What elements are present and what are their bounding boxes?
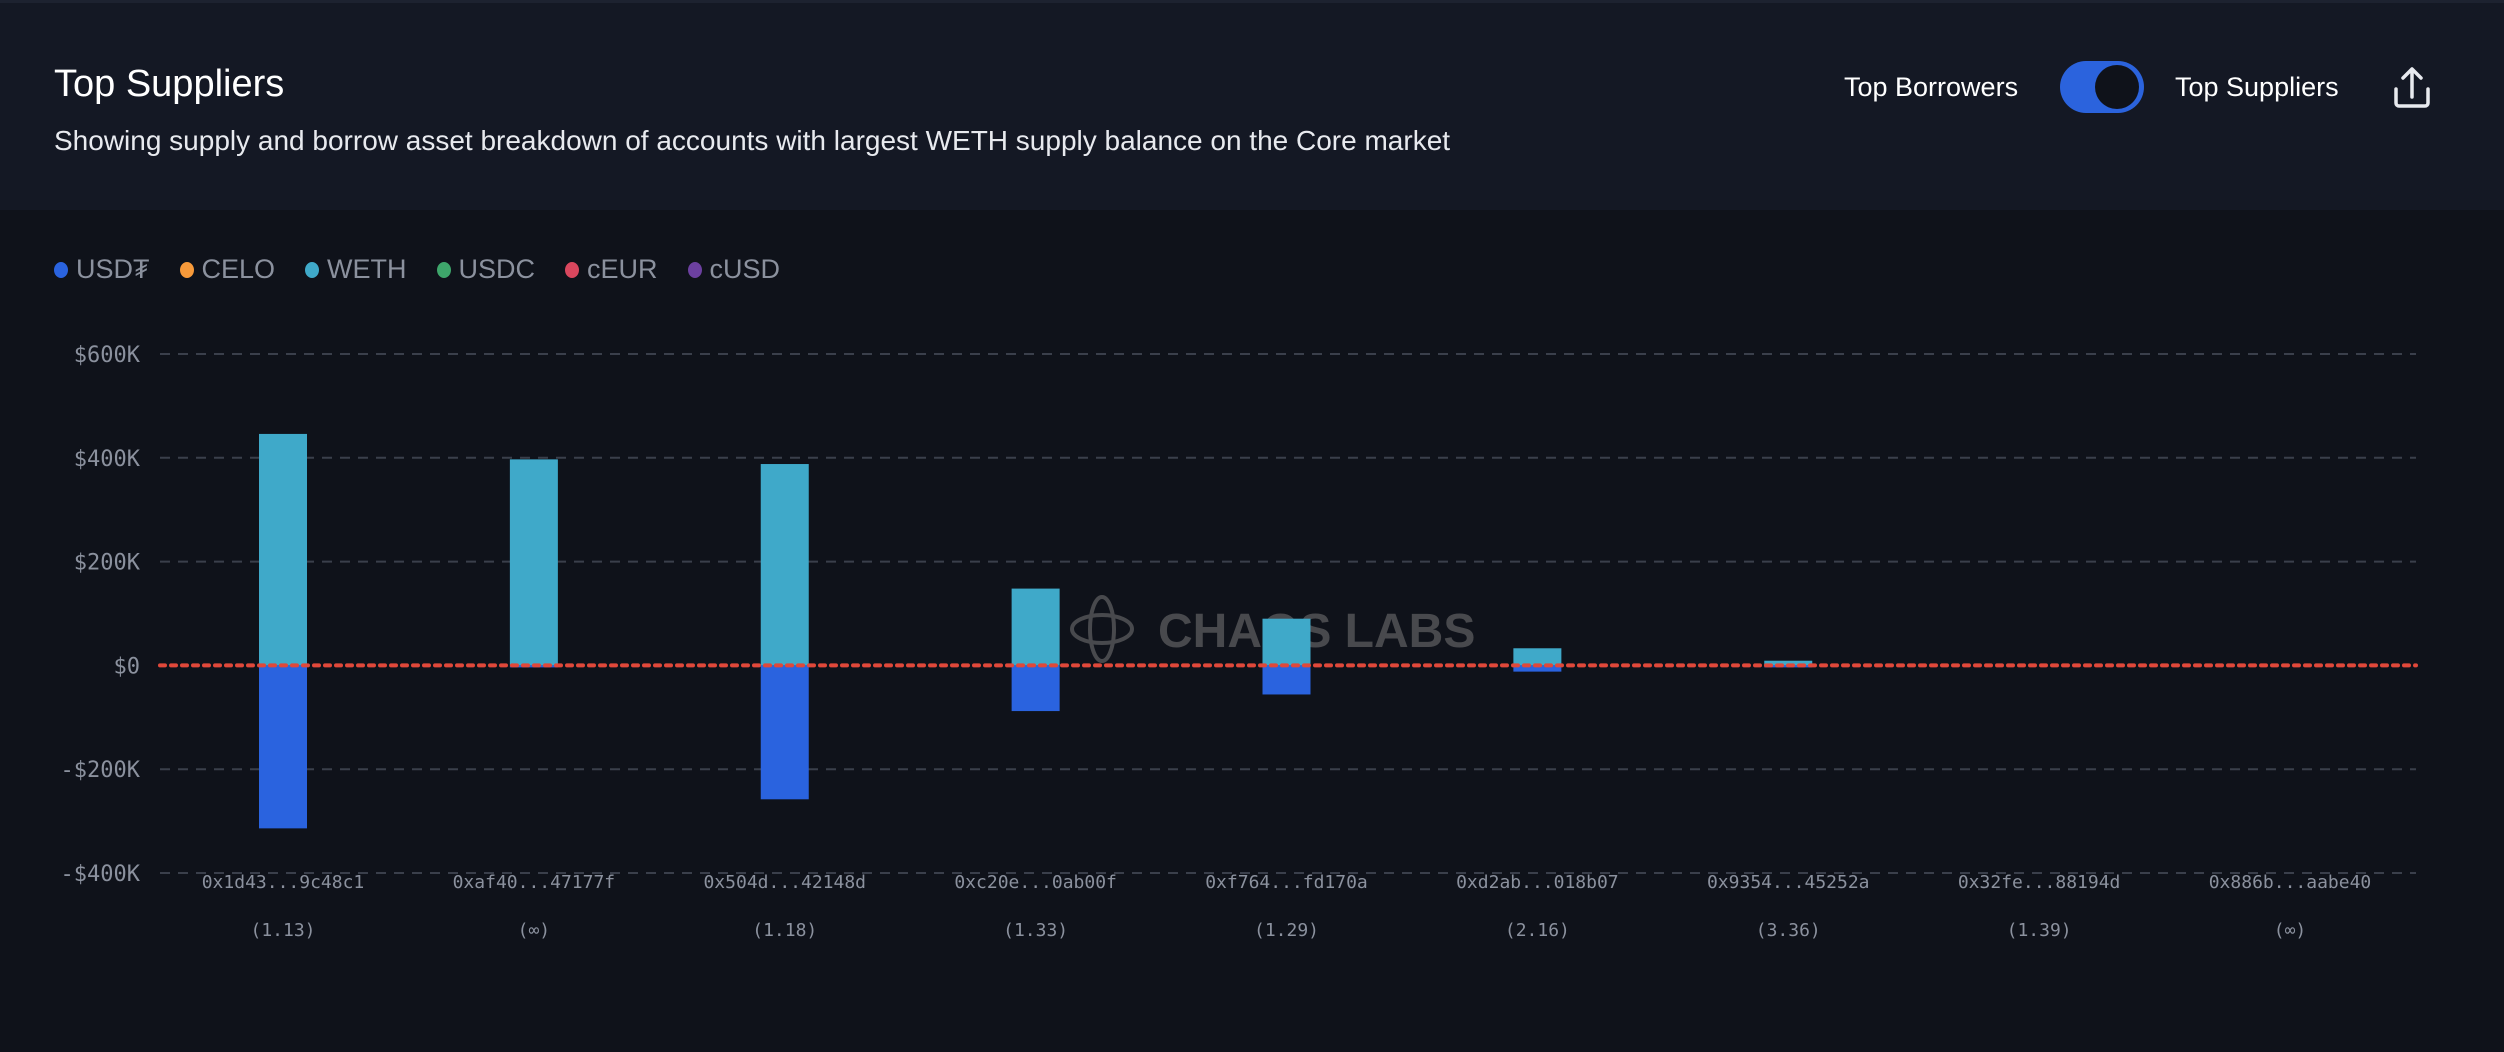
legend-item-ceur[interactable]: cEUR	[565, 254, 658, 285]
bar-weth	[1764, 660, 1813, 666]
bar-weth	[1513, 648, 1562, 666]
share-icon[interactable]	[2392, 65, 2432, 109]
health-factor-label: (∞)	[518, 920, 551, 941]
x-tick-label: 0xd2ab...018b07	[1456, 872, 1619, 893]
page-title: Top Suppliers	[54, 63, 285, 105]
legend-dot-icon	[54, 261, 68, 278]
health-factor-label: (1.39)	[2007, 920, 2072, 941]
legend-dot-icon	[179, 261, 194, 278]
x-tick-label: 0x9354...45252a	[1707, 872, 1870, 893]
y-tick-label: $200K	[74, 551, 141, 576]
legend-label: cEUR	[587, 254, 658, 284]
x-tick-label: 0xaf40...47177f	[453, 872, 616, 893]
bar-weth	[1262, 618, 1311, 666]
bar-weth	[259, 433, 307, 666]
x-tick-label: 0x886b...aabe40	[2209, 872, 2372, 893]
bar-weth	[760, 464, 809, 666]
legend-item-usd₮[interactable]: USD₮	[54, 254, 150, 285]
legend-label: cUSD	[709, 254, 781, 284]
bar-usd₮	[760, 665, 809, 800]
legend-label: WETH	[327, 254, 407, 284]
health-factor-label: (1.33)	[1003, 920, 1068, 941]
bar-usd₮	[1513, 665, 1562, 672]
toggle-label-top-borrowers[interactable]: Top Borrowers	[1844, 72, 2019, 102]
x-tick-label: 0x32fe...88194d	[1958, 872, 2121, 893]
legend-item-cusd[interactable]: cUSD	[687, 254, 781, 285]
chaos-labs-watermark: CHAOS LABS	[1070, 595, 1475, 663]
legend-item-weth[interactable]: WETH	[305, 254, 407, 285]
legend-item-usdc[interactable]: USDC	[436, 254, 536, 285]
chart-area	[6, 210, 2498, 1052]
bar-usd₮	[259, 665, 307, 829]
health-factor-label: (2.16)	[1505, 920, 1570, 941]
health-factor-label: (1.13)	[250, 920, 315, 941]
health-factor-label: (∞)	[2274, 920, 2307, 941]
bar-weth	[1011, 588, 1060, 666]
health-factor-label: (1.18)	[752, 920, 817, 941]
health-factor-label: (1.29)	[1254, 920, 1319, 941]
legend-dot-icon	[305, 261, 320, 278]
legend-item-celo[interactable]: CELO	[179, 254, 276, 285]
chart-header: Top Suppliers Showing supply and borrow …	[0, 0, 2504, 210]
x-tick-label: 0x504d...42148d	[703, 872, 866, 893]
toggle-label-top-suppliers[interactable]: Top Suppliers	[2175, 72, 2339, 102]
toggle-knob	[2095, 65, 2139, 109]
x-tick-label: 0xf764...fd170a	[1205, 872, 1368, 893]
chart-legend: USD₮ CELO WETH USDC cEUR cUSD	[54, 254, 780, 285]
y-tick-label: -$200K	[61, 758, 141, 783]
watermark-text: CHAOS LABS	[1158, 605, 1475, 658]
y-tick-label: $0	[114, 654, 141, 679]
y-tick-label: -$400K	[61, 862, 141, 887]
legend-label: CELO	[201, 254, 276, 284]
x-tick-label: 0xc20e...0ab00f	[954, 872, 1117, 893]
x-tick-label: 0x1d43...9c48c1	[202, 872, 365, 893]
y-tick-label: $600K	[74, 343, 141, 368]
y-tick-label: $400K	[74, 447, 141, 472]
bar-usd₮	[1011, 665, 1060, 712]
legend-label: USDC	[458, 254, 536, 284]
chart-subtitle: Showing supply and borrow asset breakdow…	[54, 125, 1451, 156]
legend-dot-icon	[687, 261, 702, 278]
bar-usd₮	[1262, 665, 1311, 695]
borrowers-suppliers-toggle[interactable]	[2060, 61, 2144, 113]
legend-dot-icon	[436, 261, 451, 278]
legend-label: USD₮	[76, 254, 150, 284]
bar-weth	[509, 459, 558, 666]
legend-dot-icon	[565, 261, 580, 278]
health-factor-label: (3.36)	[1756, 920, 1821, 941]
